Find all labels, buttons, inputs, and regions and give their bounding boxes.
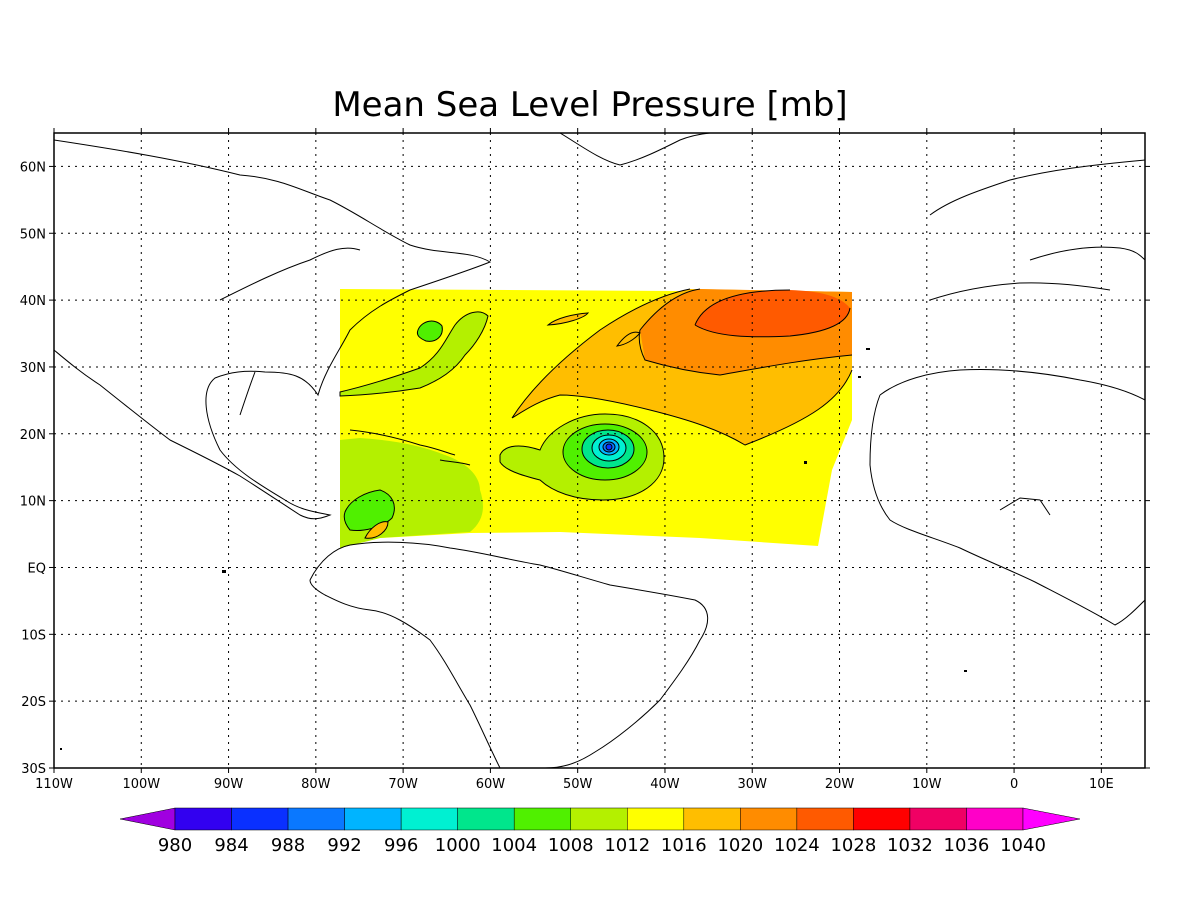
graticule (54, 133, 1145, 768)
colorbar-label: 1004 (491, 835, 537, 856)
colorbar-label: 1036 (944, 835, 990, 856)
y-tick-label: 50N (20, 227, 46, 242)
plot-frame (53, 132, 1146, 769)
pressure-field-1012-east-coast (339, 311, 489, 397)
coastlines (54, 133, 1145, 768)
x-tick-label: 50W (563, 777, 593, 792)
y-tick-label: EQ (28, 561, 46, 576)
pressure-field-1004-east-coast (416, 320, 443, 342)
y-tick-label: 10S (21, 628, 46, 643)
x-tick-label: 80W (301, 777, 331, 792)
colorbar-label: 1000 (435, 835, 481, 856)
contour-1020 (511, 288, 853, 446)
colorbar-swatch (627, 807, 685, 831)
colorbar-swatch (796, 807, 854, 831)
colorbar-label: 1016 (661, 835, 707, 856)
x-tick-label: 40W (650, 777, 680, 792)
colorbar-swatch (853, 807, 911, 831)
pressure-field-1008-caribbean (343, 489, 395, 531)
colorbar-label: 1020 (717, 835, 763, 856)
colorbar-swatch (909, 807, 967, 831)
colorbar-label: 1032 (887, 835, 933, 856)
colorbar-swatch (513, 807, 571, 831)
y-tick-label: 20N (20, 428, 46, 443)
y-tick-label: 10N (20, 495, 46, 510)
colorbar-arrow-high (1022, 807, 1081, 831)
colorbar-label: 980 (158, 835, 192, 856)
x-tick-label: 0 (1010, 777, 1018, 792)
x-tick-label: 110W (35, 777, 73, 792)
contour-1028 (694, 289, 851, 338)
islands (60, 348, 967, 750)
colorbar-label: 1040 (1000, 835, 1046, 856)
colorbar-swatch (683, 807, 741, 831)
pressure-field-988-cyclone (605, 443, 613, 451)
colorbar-label: 1024 (774, 835, 820, 856)
colorbar-label: 988 (271, 835, 305, 856)
colorbar-swatch (457, 807, 515, 831)
x-tick-label: 100W (122, 777, 160, 792)
x-tick-label: 10E (1089, 777, 1114, 792)
y-tick-label: 30S (21, 762, 46, 777)
colorbar-label: 1028 (830, 835, 876, 856)
colorbar-swatch (231, 807, 289, 831)
colorbar-label: 984 (214, 835, 248, 856)
x-tick-label: 70W (388, 777, 418, 792)
colorbar: 980 984 988 992 996 1000 1004 1008 1012 1016 1020 1… (119, 807, 1081, 856)
x-axis: 110W 100W 90W 80W 70W 60W 50W 40W 30W 20W 10W 0 10E (35, 128, 1114, 792)
y-tick-label: 60N (20, 160, 46, 175)
x-tick-label: 90W (214, 777, 244, 792)
colorbar-swatch (287, 807, 345, 831)
y-tick-label: 20S (21, 695, 46, 710)
y-tick-label: 40N (20, 294, 46, 309)
colorbar-label: 996 (384, 835, 418, 856)
colorbar-swatch (174, 807, 232, 831)
colorbar-label: 1012 (604, 835, 650, 856)
colorbar-swatch (344, 807, 402, 831)
pressure-field-1028 (695, 290, 850, 337)
x-tick-label: 60W (476, 777, 506, 792)
colorbar-swatch (740, 807, 798, 831)
y-tick-label: 30N (20, 361, 46, 376)
colorbar-swatch (966, 807, 1024, 831)
pressure-field-1016-patch-caribbean (364, 521, 389, 539)
x-tick-label: 20W (825, 777, 855, 792)
colorbar-arrow-low (119, 807, 176, 831)
colorbar-label: 1008 (548, 835, 594, 856)
colorbar-label: 992 (327, 835, 361, 856)
colorbar-swatch (570, 807, 628, 831)
x-tick-label: 30W (738, 777, 768, 792)
contour-1024 (638, 288, 853, 376)
colorbar-swatch (400, 807, 458, 831)
y-axis: 30S 20S 10S EQ 10N 20N 30N 40N 50N 60N (20, 160, 1150, 777)
x-tick-label: 10W (912, 777, 942, 792)
map-title: Mean Sea Level Pressure [mb] (332, 85, 847, 125)
